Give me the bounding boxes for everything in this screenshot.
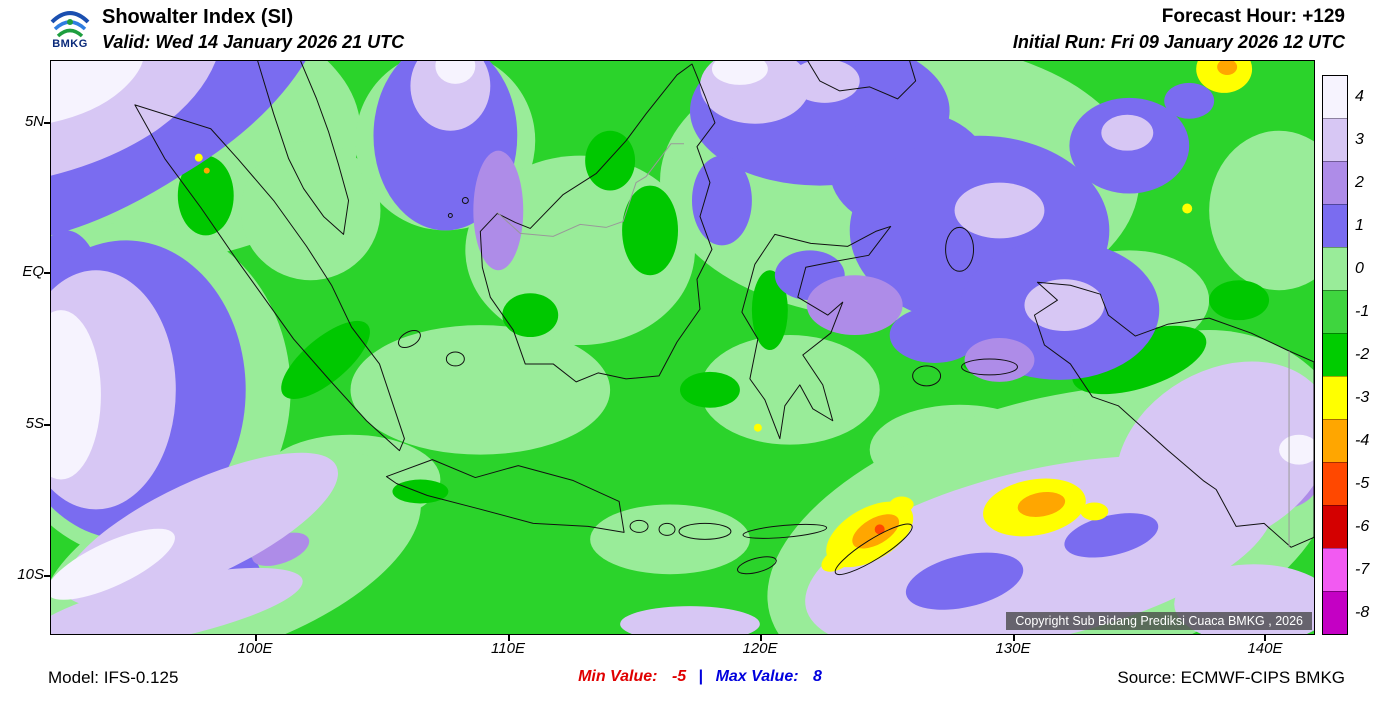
colorbar-cell-label: 3	[1355, 130, 1364, 148]
minmax-separator: |	[698, 668, 704, 685]
y-tick-mark	[44, 272, 50, 274]
minmax-values: Min Value: -5 | Max Value: 8	[0, 668, 1400, 686]
country-borders	[496, 143, 1290, 548]
colorbar-cell-label: -5	[1355, 475, 1370, 493]
colorbar-labels: 4 3 2 1 0 -1 -2 -3 -4 -5 -6 -7 -8	[1355, 75, 1369, 635]
colorbar-cell-label: 1	[1355, 216, 1364, 234]
x-tick-mark	[255, 635, 257, 641]
bmkg-logo-icon	[50, 11, 90, 38]
colorbar-cell	[1323, 290, 1347, 333]
colorbar-cells	[1322, 75, 1348, 635]
bmkg-logo: BMKG	[44, 2, 96, 56]
y-axis-label-5n: 5N	[24, 113, 44, 130]
x-tick-mark	[1264, 635, 1266, 641]
colorbar-cell	[1323, 204, 1347, 247]
model-label: Model: IFS-0.125	[48, 668, 179, 687]
y-tick-mark	[44, 424, 50, 426]
colorbar-cell-label: -4	[1355, 432, 1370, 450]
colorbar: 4 3 2 1 0 -1 -2 -3 -4 -5 -6 -7 -8	[1322, 75, 1369, 635]
colorbar-cell	[1323, 419, 1347, 462]
source-label: Source: ECMWF-CIPS BMKG	[1117, 668, 1345, 687]
colorbar-cell-label: 4	[1355, 87, 1364, 105]
colorbar-cell	[1323, 505, 1347, 548]
max-value: 8	[813, 668, 822, 685]
x-tick-mark	[760, 635, 762, 641]
x-axis-label-140e: 140E	[1247, 640, 1283, 657]
colorbar-cell	[1323, 462, 1347, 505]
copyright-overlay: Copyright Sub Bidang Prediksi Cuaca BMKG…	[1006, 612, 1312, 630]
x-axis-label-130e: 130E	[995, 640, 1031, 657]
colorbar-cell-label: -7	[1355, 561, 1370, 579]
page-title: Showalter Index (SI)	[102, 6, 294, 28]
colorbar-cell	[1323, 548, 1347, 591]
y-tick-mark	[44, 122, 50, 124]
x-tick-mark	[1013, 635, 1015, 641]
forecast-hour-label: Forecast Hour: +129	[1161, 6, 1345, 27]
initial-run-label: Initial Run: Fri 09 January 2026 12 UTC	[1012, 32, 1345, 52]
min-value-label: Min Value:	[578, 668, 658, 685]
colorbar-cell-label: -1	[1355, 302, 1370, 320]
map-plot-area: Copyright Sub Bidang Prediksi Cuaca BMKG…	[50, 60, 1315, 635]
colorbar-cell	[1323, 118, 1347, 161]
y-axis-label-eq: EQ	[22, 263, 44, 280]
y-axis-label-10s: 10S	[17, 566, 44, 583]
colorbar-cell-label: -2	[1355, 346, 1370, 363]
colorbar-cell	[1323, 247, 1347, 290]
valid-time-label: Valid: Wed 14 January 2026 21 UTC	[102, 32, 405, 52]
colorbar-cell	[1323, 591, 1347, 634]
min-value: -5	[671, 668, 687, 685]
map-canvas	[51, 61, 1314, 634]
colorbar-cell	[1323, 161, 1347, 204]
colorbar-cell	[1323, 76, 1347, 118]
colorbar-cell	[1323, 376, 1347, 419]
x-axis-label-120e: 120E	[742, 640, 778, 657]
y-axis-label-5s: 5S	[25, 415, 44, 432]
bmkg-logo-label: BMKG	[52, 38, 88, 50]
colorbar-cell-label: -8	[1355, 604, 1370, 622]
x-axis-label-110e: 110E	[491, 640, 525, 657]
coastlines	[134, 61, 1314, 576]
colorbar-cell-label: 0	[1355, 259, 1364, 277]
colorbar-cell-label: -6	[1355, 518, 1370, 536]
colorbar-cell	[1323, 333, 1347, 376]
x-axis-label-100e: 100E	[237, 640, 273, 657]
colorbar-cell-label: -3	[1355, 389, 1370, 407]
x-tick-mark	[508, 635, 510, 641]
max-value-label: Max Value:	[715, 668, 799, 685]
colorbar-cell-label: 2	[1355, 173, 1364, 191]
y-tick-mark	[44, 575, 50, 577]
